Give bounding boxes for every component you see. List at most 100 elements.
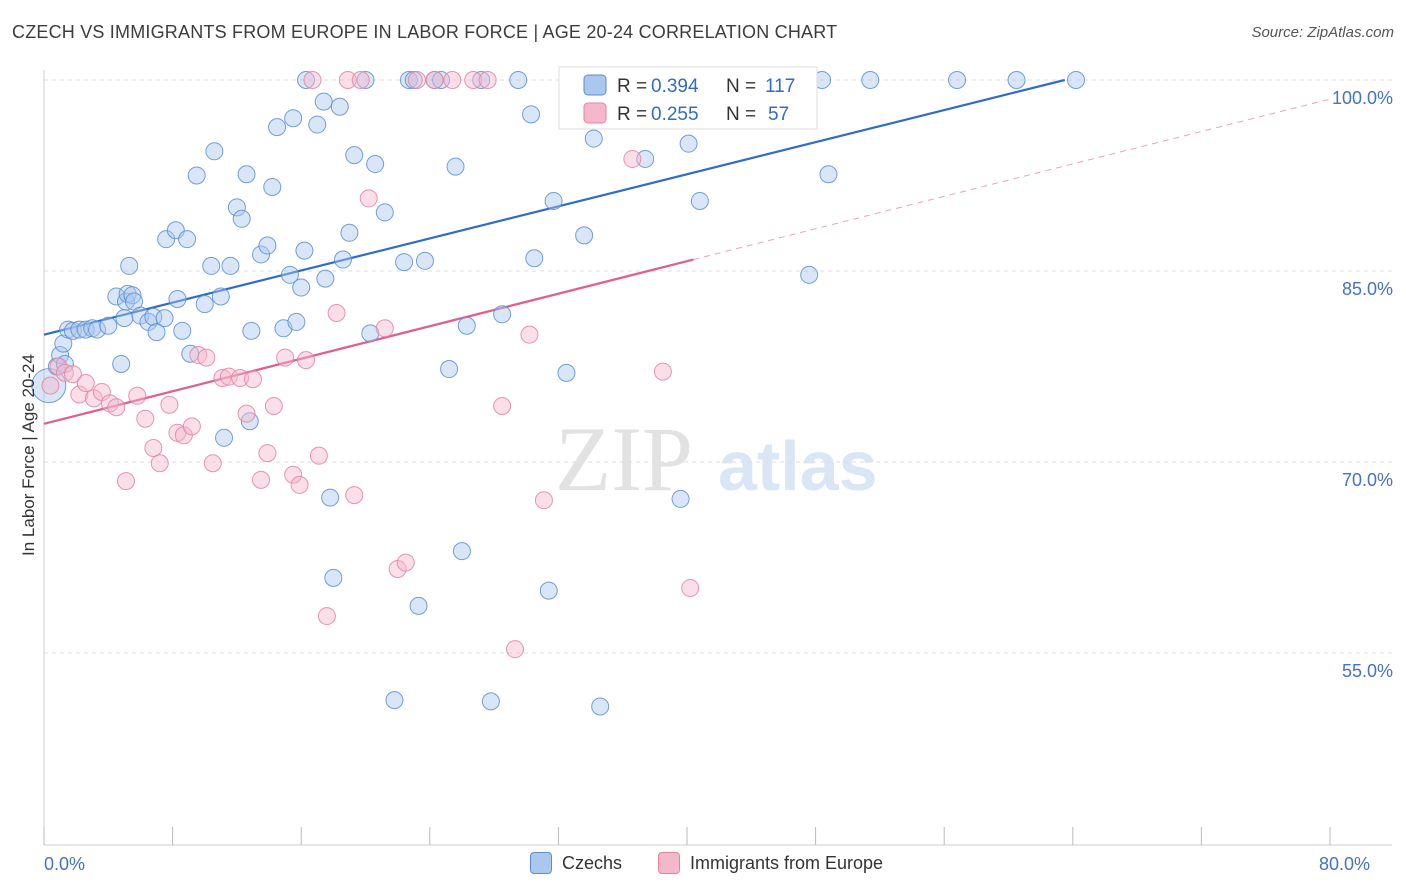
point-series1-36 <box>317 607 336 626</box>
point-series0-18 <box>123 286 142 305</box>
point-series0-86 <box>544 191 563 210</box>
bottom-legend-swatch-immigrants <box>658 852 680 874</box>
x-tick-label-1: 80.0% <box>1319 854 1370 874</box>
point-series1-1 <box>49 357 68 376</box>
bottom-legend-swatch-czechs <box>530 852 552 874</box>
point-series0-35 <box>211 287 230 306</box>
bottom-legend-czechs: Czechs <box>530 852 622 874</box>
point-series0-37 <box>221 256 240 275</box>
point-series0-39 <box>232 209 251 228</box>
point-series0-72 <box>415 251 434 270</box>
point-series1-39 <box>345 486 364 505</box>
point-series1-15 <box>160 395 179 414</box>
point-series0-53 <box>297 71 316 89</box>
point-series1-24 <box>231 368 250 387</box>
point-series0-90 <box>584 129 603 148</box>
point-series1-32 <box>290 475 309 494</box>
point-series1-52 <box>520 325 539 344</box>
point-series0-24 <box>155 309 174 328</box>
point-series1-27 <box>252 470 271 489</box>
point-series1-47 <box>443 71 462 89</box>
point-series0-23 <box>147 323 166 342</box>
point-series1-46 <box>425 71 444 89</box>
point-series1-35 <box>309 446 328 465</box>
point-series0-52 <box>295 241 314 260</box>
point-series1-44 <box>396 553 415 572</box>
point-series1-40 <box>351 71 370 89</box>
y-tick-label-3: 55.0% <box>1342 661 1393 681</box>
point-series1-12 <box>136 409 155 428</box>
point-series0-14 <box>115 309 134 328</box>
point-series1-31 <box>284 465 303 484</box>
legend-r-label-immigrants: R = <box>617 104 647 125</box>
point-series1-38 <box>338 71 357 89</box>
source-label: Source: ZipAtlas.com <box>1251 24 1394 41</box>
point-series1-33 <box>297 351 316 370</box>
point-series0-17 <box>120 256 139 275</box>
point-series0-51 <box>292 278 311 297</box>
point-series0-58 <box>324 568 343 587</box>
point-series1-10 <box>116 472 135 491</box>
point-series1-50 <box>493 396 512 415</box>
legend-n-label-czechs: N = <box>726 76 756 97</box>
point-series0-2 <box>51 346 70 365</box>
point-series0-3 <box>54 334 73 353</box>
correlation-legend: R = 0.394 N = 117 R = 0.255 N = 57 <box>558 66 818 130</box>
data-points <box>31 71 1086 716</box>
point-series0-84 <box>525 249 544 268</box>
x-tick-label-0: 0.0% <box>44 854 85 874</box>
point-series0-36 <box>215 428 234 447</box>
point-series0-34 <box>205 142 224 161</box>
tick-labels: 100.0% 85.0% 70.0% 55.0% 0.0% 80.0% <box>44 88 1393 874</box>
watermark-atlas: atlas <box>718 427 878 505</box>
legend-swatch-immigrants <box>583 102 607 124</box>
point-series0-81 <box>493 305 512 324</box>
point-series1-34 <box>303 71 322 89</box>
legend-r-label-czechs: R = <box>617 76 647 97</box>
point-series0-66 <box>375 203 394 222</box>
y-tick-label-1: 85.0% <box>1342 279 1393 299</box>
legend-r-value-immigrants: 0.255 <box>651 104 699 125</box>
point-series0-45 <box>263 177 282 196</box>
point-series0-68 <box>395 253 414 272</box>
point-series1-5 <box>76 374 95 393</box>
y-tick-label-0: 100.0% <box>1332 88 1393 108</box>
point-series0-13 <box>112 354 131 373</box>
point-series0-64 <box>361 324 380 343</box>
point-series0-26 <box>168 290 187 309</box>
point-series1-53 <box>534 491 553 510</box>
point-series0-77 <box>452 542 471 561</box>
point-series0-33 <box>202 256 221 275</box>
point-series0-80 <box>481 692 500 711</box>
point-series0-48 <box>280 265 299 284</box>
y-tick-label-2: 70.0% <box>1342 470 1393 490</box>
watermark-zip: ZIP <box>555 408 693 510</box>
point-series0-12 <box>107 287 126 306</box>
point-series1-51 <box>505 640 524 659</box>
point-series0-40 <box>237 165 256 184</box>
bottom-legend-label-immigrants: Immigrants from Europe <box>690 852 884 873</box>
point-series0-89 <box>575 226 594 245</box>
point-series0-28 <box>173 321 192 340</box>
point-series0-55 <box>314 92 333 111</box>
point-series1-26 <box>243 370 262 389</box>
point-series0-102 <box>800 265 819 284</box>
point-series0-107 <box>1007 71 1026 89</box>
point-series1-42 <box>375 319 394 338</box>
point-series1-41 <box>359 189 378 208</box>
point-series0-57 <box>321 488 340 507</box>
point-series0-65 <box>366 155 385 174</box>
bottom-legend-immigrants: Immigrants from Europe <box>658 852 883 874</box>
point-series0-105 <box>861 71 880 89</box>
point-series0-87 <box>557 363 576 382</box>
point-series0-59 <box>330 97 349 116</box>
point-series0-6 <box>63 321 82 340</box>
point-series1-18 <box>182 417 201 436</box>
point-series1-29 <box>264 396 283 415</box>
point-series0-32 <box>195 295 214 314</box>
point-series0-10 <box>88 320 107 339</box>
point-series1-4 <box>70 385 89 404</box>
legend-n-value-immigrants: 57 <box>768 104 789 125</box>
point-series1-45 <box>407 71 426 89</box>
point-series0-94 <box>636 149 655 168</box>
